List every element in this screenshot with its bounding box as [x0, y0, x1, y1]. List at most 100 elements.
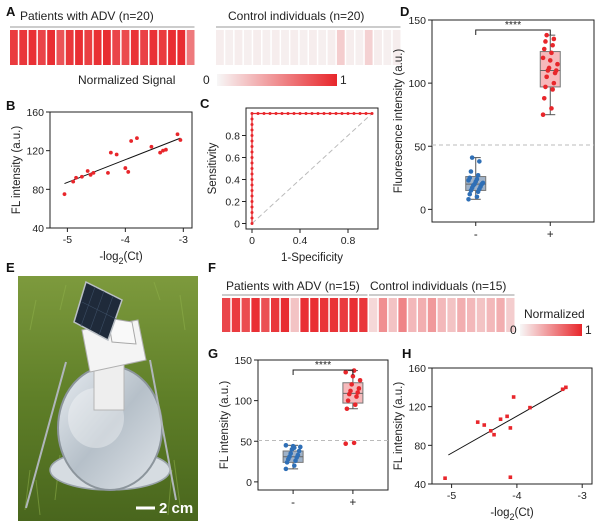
plot-frame: [49, 111, 193, 229]
panel-label-b: B: [6, 98, 15, 113]
y-tick-label: 0: [420, 204, 426, 216]
roc-point: [322, 112, 326, 115]
heatmap-cell: [349, 298, 358, 332]
heatmap-cell: [447, 298, 456, 332]
roc-point: [250, 156, 254, 159]
heatmap-cell: [177, 30, 186, 65]
heatmap-cell: [65, 30, 74, 65]
box-data-point: [474, 194, 480, 200]
box-data-point: [357, 378, 363, 383]
heatmap-cell: [243, 30, 252, 65]
x-axis-label-main: -log: [490, 507, 509, 519]
roc-point: [334, 112, 338, 115]
box-data-point: [475, 172, 481, 178]
heatmap-f-colorbar-label: Normalized: [524, 307, 585, 321]
box-data-point: [354, 394, 359, 399]
x-axis-label-sub: 2: [119, 256, 124, 266]
heatmap-cell: [168, 30, 176, 65]
heatmap-cell: [467, 298, 476, 332]
box-data-point: [477, 159, 482, 164]
heatmap-f-group2-title: Control individuals (n=15): [370, 279, 506, 293]
roc-point: [256, 112, 260, 115]
heatmap-cell: [234, 30, 243, 65]
roc-point: [250, 222, 254, 225]
x-tick-label: +: [350, 497, 357, 509]
x-axis-label-main: -log: [99, 251, 118, 263]
box-data-point: [345, 398, 351, 403]
roc-point: [250, 123, 254, 126]
box-data-point: [351, 440, 357, 446]
x-tick-label: -5: [63, 234, 72, 246]
box-data-point: [292, 445, 297, 451]
heatmap-f-group1-title: Patients with ADV (n=15): [226, 279, 360, 293]
heatmap-cell: [271, 298, 280, 332]
box-data-point: [550, 42, 555, 48]
box-data-point: [298, 444, 303, 450]
heatmap-cell: [427, 298, 437, 332]
heatmap-cell: [251, 298, 260, 332]
x-tick-label: 0.4: [293, 235, 308, 247]
data-point: [511, 395, 516, 399]
x-axis-label: 1-Specificity: [281, 252, 343, 264]
y-tick-label: 150: [408, 15, 426, 27]
data-point: [158, 150, 163, 155]
x-axis-label-tail: (Ct): [124, 251, 143, 263]
box-data-point: [343, 441, 349, 446]
box-data-point: [551, 36, 557, 42]
heatmap-cell: [299, 30, 308, 65]
roc-point: [250, 128, 254, 132]
roc-point: [358, 112, 362, 115]
heatmap-cell: [383, 30, 392, 65]
data-point: [88, 172, 93, 177]
x-tick-label: -: [291, 497, 295, 509]
data-point: [129, 139, 134, 143]
box-panel-g: 0 50 100 150 - + FL intensity (a.u.) ****: [219, 355, 389, 509]
y-tick-label: 0.6: [225, 153, 240, 165]
box-data-point: [355, 390, 361, 395]
heatmap-cell: [231, 298, 241, 332]
heatmap-cell: [47, 30, 55, 65]
heatmap-cell: [320, 298, 329, 332]
box-data-point: [541, 46, 547, 52]
heatmap-cell: [369, 298, 378, 332]
data-point: [71, 179, 76, 184]
data-point: [505, 414, 509, 419]
heatmap-cell: [336, 30, 345, 65]
box-data-point: [288, 451, 294, 456]
heatmap-f-colorbar: [520, 324, 582, 336]
box-data-point: [283, 466, 289, 472]
roc-point: [268, 112, 272, 115]
y-tick-label: 0.2: [225, 197, 240, 209]
significance-bracket: [475, 29, 551, 35]
box-data-point: [356, 386, 362, 391]
solar-panel: [73, 280, 123, 342]
heatmap-cell: [457, 298, 466, 332]
heatmap-cell: [364, 30, 373, 65]
data-point: [508, 426, 513, 430]
data-point: [91, 171, 96, 175]
heatmap-cell: [186, 30, 195, 65]
fit-line: [64, 137, 181, 184]
y-tick-label: 160: [408, 363, 426, 375]
box-data-point: [551, 80, 557, 86]
y-tick-label: 0: [234, 219, 240, 231]
panel-label-e: E: [6, 260, 15, 275]
heatmap-cell: [496, 298, 505, 332]
heatmap-cell: [418, 298, 427, 332]
x-tick-label: -4: [121, 234, 130, 246]
box-data-point: [295, 452, 301, 458]
heatmap-cell: [241, 298, 250, 332]
box-data-point: [540, 112, 546, 117]
heatmap-cell: [290, 298, 299, 332]
heatmap-cell: [121, 30, 130, 65]
heatmap-cell: [359, 298, 368, 332]
panel-label-f: F: [208, 260, 216, 275]
heatmap-f-cells: [222, 294, 515, 332]
data-point: [175, 132, 180, 137]
roc-point: [280, 112, 284, 115]
heatmap-cell: [75, 30, 83, 65]
y-tick-label: 50: [240, 436, 252, 448]
box-data-point: [467, 191, 473, 197]
plot-frame: [431, 367, 593, 485]
